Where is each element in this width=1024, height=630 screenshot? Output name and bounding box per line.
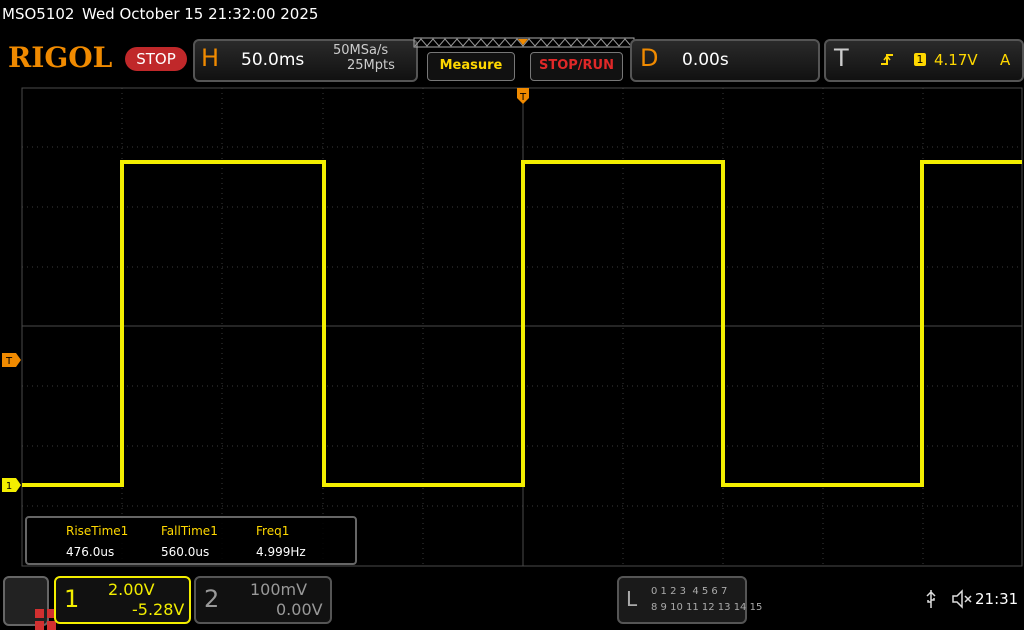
status-icons: [926, 589, 972, 609]
h-label: H: [201, 44, 220, 72]
run-state[interactable]: STOP: [125, 47, 187, 71]
logic-box[interactable]: L 0 1 2 3 4 5 6 7 8 9 10 11 12 13 14 15: [617, 576, 762, 624]
measure-value: 560.0us: [161, 545, 210, 559]
d-label: D: [640, 44, 659, 72]
measure-value: 476.0us: [66, 545, 115, 559]
logic-row: 8 9 10 11 12 13 14 15: [651, 602, 763, 613]
channel-number: 1: [64, 585, 80, 613]
measure-header: RiseTime1: [66, 524, 129, 538]
timebase: 50.0ms: [241, 50, 305, 70]
measure-button[interactable]: Measure: [427, 52, 515, 81]
edge-icon: [881, 54, 893, 65]
measurement-panel: RiseTime1 FallTime1 Freq1 476.0us 560.0u…: [25, 516, 357, 565]
channel-scale: 100mV: [250, 580, 308, 599]
channel-scale: 2.00V: [108, 580, 155, 599]
menu-icon: [35, 609, 57, 630]
trigger-position-strip: [413, 37, 635, 48]
waveform-area: T T 1: [2, 87, 1023, 567]
logic-row: 0 1 2 3 4 5 6 7: [651, 586, 728, 597]
channel-number: 2: [204, 585, 220, 613]
trigger-position-marker: T: [519, 92, 527, 103]
channel-offset: -5.28V: [132, 600, 185, 619]
channel-offset: 0.00V: [276, 600, 323, 619]
horizontal-box[interactable]: H 50.0ms 50MSa/s 25Mpts: [193, 39, 418, 82]
measure-header: Freq1: [256, 524, 290, 538]
delay-value: 0.00s: [682, 50, 729, 70]
trigger-source: 1: [914, 53, 926, 66]
trigger-level: 4.17V: [934, 51, 978, 69]
model: MSO5102: [2, 5, 75, 23]
datetime: Wed October 15 21:32:00 2025: [82, 5, 319, 23]
delay-box[interactable]: D 0.00s: [630, 39, 820, 82]
t-label: T: [834, 44, 849, 72]
trigger-box[interactable]: T 1 4.17V A: [824, 39, 1024, 82]
stop-run-button[interactable]: STOP/RUN: [530, 52, 623, 81]
channel-marker: 1: [6, 481, 12, 492]
measure-value: 4.999Hz: [256, 545, 306, 559]
trigger-level-marker: T: [5, 356, 13, 367]
logic-label: L: [626, 587, 638, 611]
channel-1-box[interactable]: 1 2.00V -5.28V: [54, 576, 191, 624]
sample-rate: 50MSa/s: [333, 43, 389, 58]
clock: 21:31: [975, 590, 1019, 608]
brand: RIGOL: [8, 41, 113, 74]
menu-button[interactable]: [3, 576, 57, 630]
channel-2-box[interactable]: 2 100mV 0.00V: [194, 576, 332, 624]
measure-header: FallTime1: [161, 524, 218, 538]
memory-depth: 25Mpts: [347, 58, 395, 73]
trigger-mode: A: [1000, 51, 1011, 69]
